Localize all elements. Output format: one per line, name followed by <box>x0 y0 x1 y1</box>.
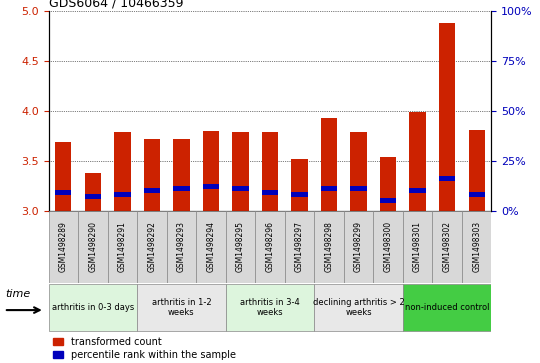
Text: GSM1498301: GSM1498301 <box>413 221 422 272</box>
FancyBboxPatch shape <box>373 211 403 283</box>
Text: GSM1498297: GSM1498297 <box>295 221 304 272</box>
FancyBboxPatch shape <box>107 211 137 283</box>
FancyBboxPatch shape <box>49 284 137 331</box>
Bar <box>439 176 455 180</box>
Text: arthritis in 3-4
weeks: arthritis in 3-4 weeks <box>240 298 300 317</box>
Bar <box>350 185 367 191</box>
FancyBboxPatch shape <box>255 211 285 283</box>
Text: GSM1498296: GSM1498296 <box>266 221 274 272</box>
Bar <box>232 132 248 211</box>
Bar <box>173 139 190 211</box>
FancyBboxPatch shape <box>49 211 78 283</box>
Bar <box>380 197 396 203</box>
Text: GDS6064 / 10466359: GDS6064 / 10466359 <box>49 0 183 10</box>
Bar <box>262 132 278 211</box>
Bar <box>469 192 485 196</box>
Bar <box>55 189 71 195</box>
FancyBboxPatch shape <box>226 284 314 331</box>
Bar <box>439 23 455 211</box>
Bar <box>85 193 101 199</box>
FancyBboxPatch shape <box>433 211 462 283</box>
Bar <box>55 142 71 211</box>
Legend: transformed count, percentile rank within the sample: transformed count, percentile rank withi… <box>53 337 236 360</box>
Text: time: time <box>5 289 30 299</box>
Text: GSM1498300: GSM1498300 <box>383 221 393 272</box>
FancyBboxPatch shape <box>314 284 403 331</box>
Bar <box>114 132 131 211</box>
Bar <box>469 130 485 211</box>
Bar <box>232 185 248 191</box>
Bar <box>85 173 101 211</box>
Text: non-induced control: non-induced control <box>405 303 489 312</box>
Bar <box>409 188 426 192</box>
Text: GSM1498302: GSM1498302 <box>443 221 451 272</box>
Text: GSM1498292: GSM1498292 <box>147 221 157 272</box>
FancyBboxPatch shape <box>196 211 226 283</box>
Text: arthritis in 1-2
weeks: arthritis in 1-2 weeks <box>152 298 211 317</box>
FancyBboxPatch shape <box>344 211 373 283</box>
FancyBboxPatch shape <box>137 284 226 331</box>
Bar <box>380 157 396 211</box>
Bar <box>203 131 219 211</box>
FancyBboxPatch shape <box>78 211 107 283</box>
Bar <box>292 159 308 211</box>
FancyBboxPatch shape <box>137 211 167 283</box>
Bar <box>144 139 160 211</box>
Bar <box>321 118 337 211</box>
FancyBboxPatch shape <box>167 211 196 283</box>
FancyBboxPatch shape <box>285 211 314 283</box>
Bar <box>409 112 426 211</box>
Text: GSM1498291: GSM1498291 <box>118 221 127 272</box>
Bar <box>350 132 367 211</box>
Bar <box>262 189 278 195</box>
Text: GSM1498295: GSM1498295 <box>236 221 245 272</box>
Bar <box>114 192 131 196</box>
FancyBboxPatch shape <box>226 211 255 283</box>
Bar <box>321 185 337 191</box>
Text: arthritis in 0-3 days: arthritis in 0-3 days <box>52 303 134 312</box>
Text: GSM1498293: GSM1498293 <box>177 221 186 272</box>
Text: declining arthritis > 2
weeks: declining arthritis > 2 weeks <box>313 298 404 317</box>
Bar <box>203 184 219 189</box>
FancyBboxPatch shape <box>403 211 433 283</box>
FancyBboxPatch shape <box>403 284 491 331</box>
Text: GSM1498303: GSM1498303 <box>472 221 481 272</box>
Bar <box>173 185 190 191</box>
Text: GSM1498299: GSM1498299 <box>354 221 363 272</box>
FancyBboxPatch shape <box>314 211 344 283</box>
Bar <box>144 188 160 192</box>
FancyBboxPatch shape <box>462 211 491 283</box>
Bar <box>292 192 308 196</box>
Text: GSM1498298: GSM1498298 <box>325 221 334 272</box>
Text: GSM1498290: GSM1498290 <box>89 221 97 272</box>
Text: GSM1498294: GSM1498294 <box>206 221 215 272</box>
Text: GSM1498289: GSM1498289 <box>59 221 68 272</box>
